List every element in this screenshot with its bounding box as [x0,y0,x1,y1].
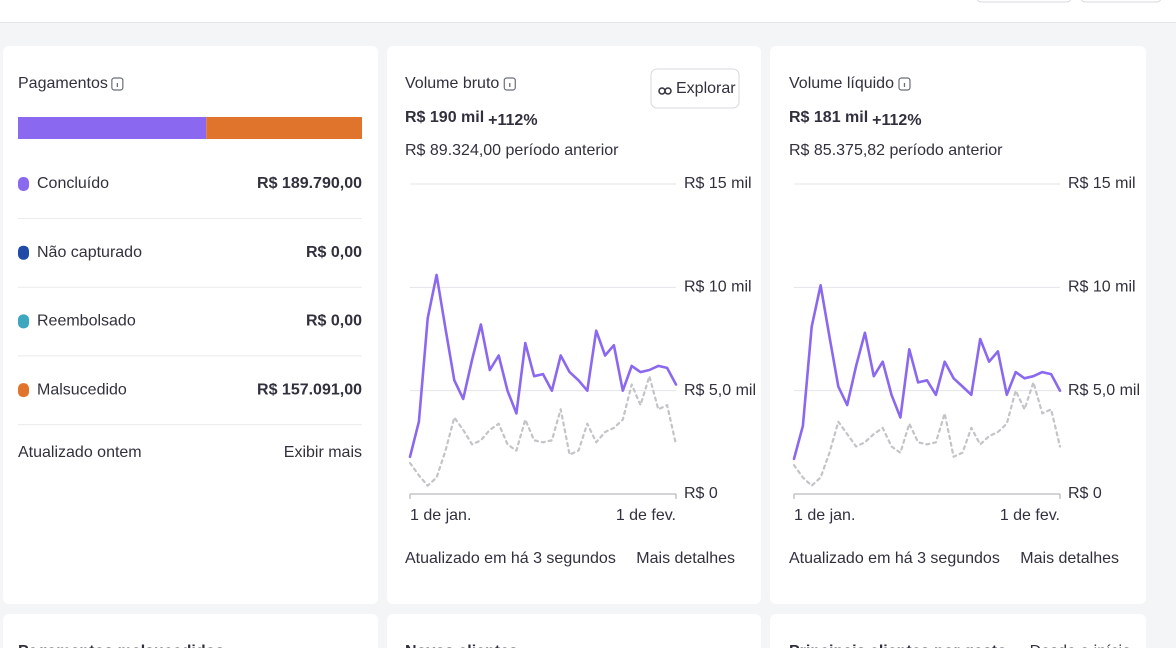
card-value: R$ 181 mil [789,109,868,126]
y-tick-label: R$ 15 mil [1068,175,1136,192]
y-tick-label: R$ 0 [684,485,718,502]
info-icon [503,77,516,91]
x-tick-label: 1 de fev. [616,507,676,524]
card [387,46,761,604]
series-line [408,273,678,459]
card-title: Pagamentos malsucedidos [18,643,224,648]
y-tick-label: R$ 0 [1068,485,1102,502]
item-value: R$ 0,00 [306,244,362,261]
card-title: Pagamentos [18,75,108,92]
updated-text: Atualizado ontem [18,444,142,461]
top-bar [0,0,1176,22]
previous: R$ 85.375,82 período anterior [789,142,1003,159]
item-label: Não capturado [37,244,142,261]
item-value: R$ 157.091,00 [257,381,362,398]
series-line [792,284,1062,461]
card-title: Principais clientes por gasto [789,643,1007,648]
card-value: R$ 190 mil [405,109,484,126]
x-tick-label: 1 de fev. [1000,507,1060,524]
link[interactable]: Mais detalhes [636,550,735,567]
card-title: Volume líquido [789,75,894,92]
y-tick-label: R$ 5,0 mil [684,382,756,399]
y-tick-label: R$ 5,0 mil [1068,382,1140,399]
y-tick-label: R$ 10 mil [1068,279,1136,296]
item-label: Malsucedido [37,381,127,398]
item-label: Reembolsado [37,313,136,330]
updated-text: Atualizado em há 3 segundos [405,550,616,567]
info-icon [111,77,124,91]
bar-segment [206,117,362,139]
card [770,46,1146,604]
top-button[interactable] [976,0,1072,3]
card [3,46,378,604]
item-value: R$ 0,00 [306,313,362,330]
y-tick-label: R$ 10 mil [684,279,752,296]
button-icon [664,87,672,95]
card-title: Volume bruto [405,75,499,92]
legend-dot [18,245,29,260]
top-button[interactable] [1080,0,1162,3]
legend-dot [18,383,29,398]
card [3,614,378,648]
y-tick-label: R$ 15 mil [684,175,752,192]
series-line [792,381,1062,487]
info-icon [898,77,911,91]
card [770,614,1146,648]
explore-button[interactable] [650,68,740,109]
card-title: Novos clientes [405,643,518,648]
updated-text: Atualizado em há 3 segundos [789,550,1000,567]
change: +112% [488,112,537,129]
card [387,614,761,648]
button-label[interactable]: Explorar [676,80,736,97]
link[interactable]: Mais detalhes [1020,550,1119,567]
legend-dot [18,314,29,329]
card-title: Desde o início [1030,643,1131,648]
link[interactable]: Exibir mais [284,444,362,461]
x-tick-label: 1 de jan. [794,507,855,524]
item-value: R$ 189.790,00 [257,175,362,192]
change: +112% [872,112,921,129]
item-label: Concluído [37,175,109,192]
series-line [408,375,678,487]
previous: R$ 89.324,00 período anterior [405,142,619,159]
x-tick-label: 1 de jan. [410,507,471,524]
legend-dot [18,177,29,191]
bar-segment [18,117,207,139]
